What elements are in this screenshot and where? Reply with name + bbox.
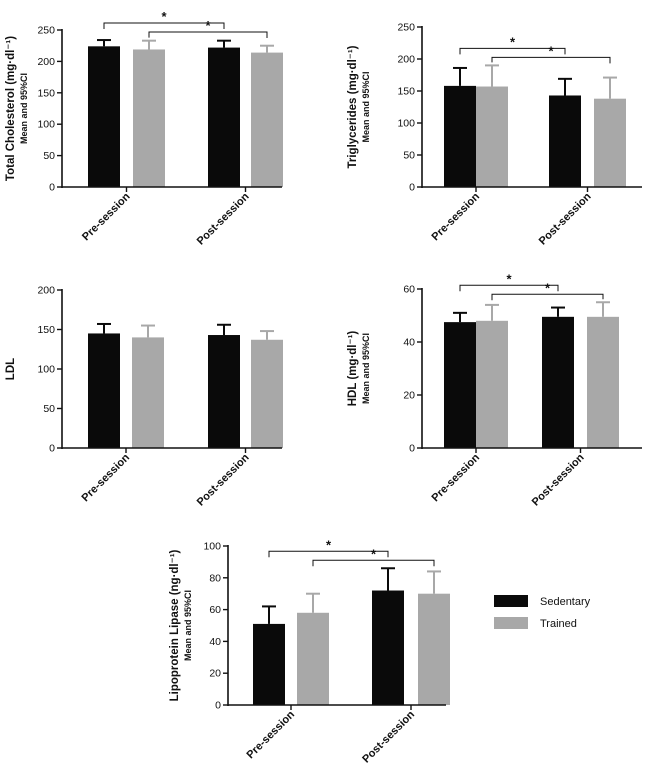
y-tick-label: 20 bbox=[209, 668, 221, 680]
y-tick-label: 100 bbox=[397, 118, 415, 130]
significance-bracket bbox=[148, 31, 268, 39]
y-tick-label: 150 bbox=[37, 87, 55, 99]
x-category-label: Pre-session bbox=[245, 708, 298, 761]
bar bbox=[476, 320, 508, 448]
legend: Sedentary Trained bbox=[494, 595, 591, 630]
x-category-label: Post-session bbox=[537, 190, 594, 247]
bar bbox=[251, 52, 283, 187]
y-tick-label: 150 bbox=[397, 86, 415, 98]
significance-bracket bbox=[268, 550, 389, 558]
y-tick-label: 40 bbox=[209, 636, 221, 648]
x-category-label: Pre-session bbox=[430, 451, 483, 504]
significance-bracket bbox=[312, 559, 435, 567]
y-axis-label: HDL (mg·dl⁻¹) bbox=[347, 331, 359, 407]
bar bbox=[444, 85, 476, 187]
y-axis-sublabel: Mean and 95%CI bbox=[183, 590, 193, 661]
significance-bracket bbox=[491, 56, 611, 64]
significance-star: * bbox=[371, 546, 377, 561]
bar bbox=[542, 316, 574, 448]
y-tick-label: 60 bbox=[403, 284, 415, 296]
x-category-label: Pre-session bbox=[80, 190, 133, 243]
y-axis-label: Triglycerides (mg·dl⁻¹) bbox=[347, 45, 359, 168]
y-tick-label: 0 bbox=[409, 443, 415, 455]
y-tick-label: 0 bbox=[49, 443, 55, 455]
y-tick-label: 250 bbox=[37, 25, 55, 37]
y-tick-label: 250 bbox=[397, 22, 415, 34]
legend-swatch-sedentary bbox=[494, 595, 528, 607]
chart-panel-3: 0 50 100 150 200 Pre-session Post-session LDL bbox=[5, 285, 283, 509]
bar bbox=[418, 593, 450, 705]
x-category-label: Pre-session bbox=[430, 190, 483, 243]
y-tick-label: 80 bbox=[209, 572, 221, 584]
significance-star: * bbox=[326, 537, 332, 552]
y-axis-label: Lipoprotein Lipase (ng·dl⁻¹) bbox=[169, 549, 181, 701]
y-axis-label: LDL bbox=[5, 358, 17, 380]
bar bbox=[133, 49, 165, 187]
y-tick-label: 200 bbox=[397, 54, 415, 66]
x-category-label: Pre-session bbox=[80, 451, 133, 504]
bar bbox=[587, 316, 619, 448]
significance-bracket bbox=[459, 284, 559, 292]
y-tick-label: 0 bbox=[215, 700, 221, 712]
bar bbox=[251, 339, 283, 448]
significance-bracket bbox=[459, 47, 566, 55]
significance-bracket bbox=[103, 22, 225, 30]
chart-panel-5: 0 20 40 60 80 100 Pre-session Post-session Lipop… bbox=[169, 537, 450, 766]
significance-star: * bbox=[548, 43, 554, 58]
bar bbox=[253, 623, 285, 705]
significance-star: * bbox=[205, 18, 211, 33]
bar bbox=[88, 46, 120, 187]
y-axis-label: Total Cholesterol (mg·dl⁻¹) bbox=[5, 36, 17, 181]
y-tick-label: 100 bbox=[37, 119, 55, 131]
y-axis-sublabel: Mean and 95%CI bbox=[19, 73, 29, 144]
bar bbox=[372, 590, 404, 705]
y-tick-label: 60 bbox=[209, 604, 221, 616]
y-tick-label: 50 bbox=[403, 150, 415, 162]
y-tick-label: 0 bbox=[409, 182, 415, 194]
chart-panel-1: 0 50 100 150 200 250 Pre-session Post-session To… bbox=[5, 9, 283, 248]
significance-star: * bbox=[506, 271, 512, 286]
bar bbox=[208, 47, 240, 187]
y-axis-sublabel: Mean and 95%CI bbox=[361, 333, 371, 404]
y-tick-label: 150 bbox=[37, 324, 55, 336]
y-tick-label: 0 bbox=[49, 182, 55, 194]
chart-panel-2: 0 50 100 150 200 250 Pre-session Post-session Tr… bbox=[347, 22, 642, 248]
y-tick-label: 200 bbox=[37, 285, 55, 297]
significance-bracket bbox=[491, 293, 604, 301]
legend-swatch-trained bbox=[494, 617, 528, 629]
y-tick-label: 200 bbox=[37, 56, 55, 68]
x-category-label: Post-session bbox=[195, 451, 252, 508]
x-category-label: Post-session bbox=[530, 451, 587, 508]
significance-star: * bbox=[545, 280, 551, 295]
legend-label: Trained bbox=[540, 618, 577, 630]
bar bbox=[88, 333, 120, 448]
y-axis-sublabel: Mean and 95%CI bbox=[361, 71, 371, 142]
y-tick-label: 100 bbox=[203, 541, 221, 553]
significance-star: * bbox=[510, 34, 516, 49]
x-category-label: Post-session bbox=[360, 708, 417, 765]
bar bbox=[594, 98, 626, 187]
bar bbox=[132, 337, 164, 448]
y-tick-label: 50 bbox=[43, 150, 55, 162]
significance-star: * bbox=[161, 9, 167, 24]
y-tick-label: 50 bbox=[43, 403, 55, 415]
bar bbox=[444, 322, 476, 448]
y-tick-label: 20 bbox=[403, 390, 415, 402]
bar bbox=[549, 95, 581, 187]
x-category-label: Post-session bbox=[195, 190, 252, 247]
bar bbox=[208, 335, 240, 448]
bar bbox=[297, 612, 329, 705]
chart-panel-4: 0 20 40 60 Pre-session Post-session HDL (mg·dl… bbox=[347, 271, 642, 509]
legend-label: Sedentary bbox=[540, 596, 591, 608]
bar bbox=[476, 86, 508, 187]
y-tick-label: 40 bbox=[403, 337, 415, 349]
y-tick-label: 100 bbox=[37, 364, 55, 376]
